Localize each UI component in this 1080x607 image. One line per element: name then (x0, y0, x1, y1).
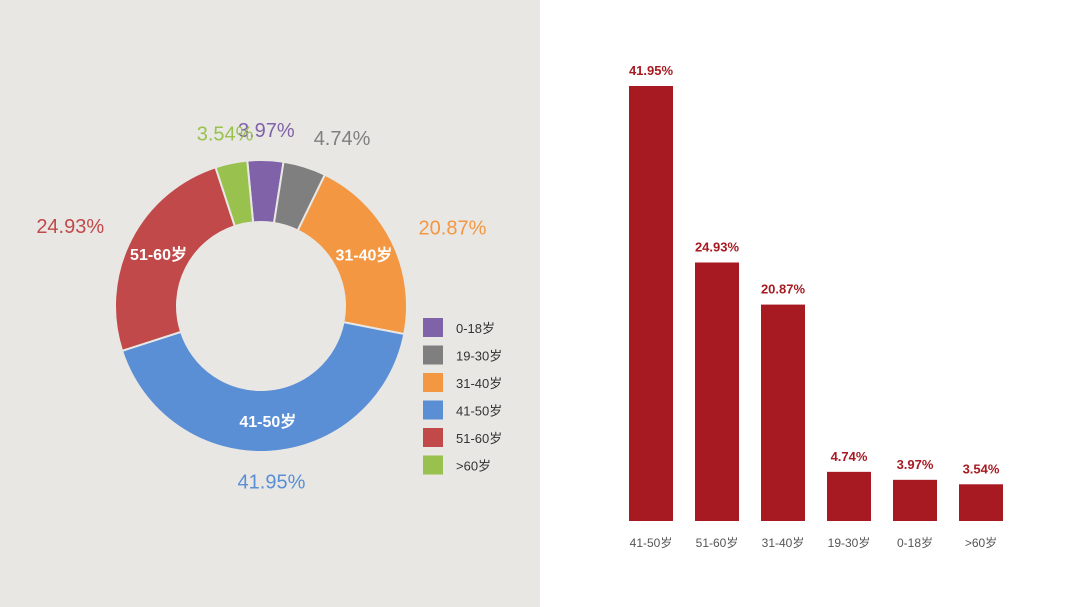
donut-inner-label: 41-50岁 (239, 412, 296, 431)
bar-41-50 (629, 86, 673, 521)
bar-category-label: 31-40岁 (762, 535, 805, 550)
donut-inner-label: 51-60岁 (130, 245, 187, 264)
bar-category-label: >60岁 (965, 535, 997, 550)
donut-value-label: 24.93% (36, 216, 104, 238)
legend-swatch (423, 345, 443, 365)
bar-over-60 (959, 484, 1003, 521)
donut-value-label: 41.95% (238, 472, 306, 494)
donut-chart-panel: 3.97% 4.74% 20.87% 31-40岁 41.95% 41-50岁 24.93%… (0, 0, 540, 607)
donut-inner-label: 31-40岁 (335, 246, 392, 265)
donut-value-label: 20.87% (419, 218, 487, 240)
donut-chart: 3.97% 4.74% 20.87% 31-40岁 41.95% 41-50岁 24.93%… (36, 120, 502, 494)
legend-swatch (423, 373, 443, 392)
bar-19-30 (827, 471, 871, 521)
legend-label: 51-60岁 (456, 431, 502, 446)
bar-chart: 41.95% 41-50岁 24.93% 51-60岁 20.87% 31-40岁 4.74… (629, 63, 1003, 550)
bar-value-label: 3.54% (963, 461, 1000, 476)
legend-swatch (423, 400, 443, 420)
bar-51-60 (695, 262, 739, 521)
bar-value-label: 41.95% (629, 63, 674, 78)
legend-label: 31-40岁 (456, 376, 502, 391)
legend-label: 41-50岁 (456, 404, 502, 419)
donut-value-label: 3.97% (238, 120, 295, 142)
bar-value-label: 3.97% (897, 457, 934, 472)
bar-chart-panel: 41.95% 41-50岁 24.93% 51-60岁 20.87% 31-40岁 4.74… (540, 0, 1080, 607)
donut-value-label: 3.54% (197, 124, 254, 146)
donut-slice-over-60 (214, 159, 255, 228)
legend-swatch (423, 428, 443, 447)
bar-category-label: 51-60岁 (696, 535, 739, 550)
bar-0-18 (893, 479, 937, 521)
bar-value-label: 20.87% (761, 282, 806, 297)
legend-swatch (423, 318, 443, 337)
donut-slice-41-50 (120, 320, 406, 453)
legend-swatch (423, 455, 443, 475)
donut-slice-51-60 (114, 165, 237, 353)
bar-value-label: 24.93% (695, 239, 740, 254)
legend-label: >60岁 (456, 459, 491, 474)
bar-category-label: 0-18岁 (897, 535, 933, 550)
donut-value-label: 4.74% (314, 128, 371, 150)
bar-category-label: 41-50岁 (630, 535, 673, 550)
legend-label: 19-30岁 (456, 349, 502, 364)
legend-label: 0-18岁 (456, 321, 495, 336)
donut-slice-31-40 (296, 173, 408, 336)
bar-category-label: 19-30岁 (828, 535, 871, 550)
bar-31-40 (761, 304, 805, 521)
bar-value-label: 4.74% (831, 449, 868, 464)
